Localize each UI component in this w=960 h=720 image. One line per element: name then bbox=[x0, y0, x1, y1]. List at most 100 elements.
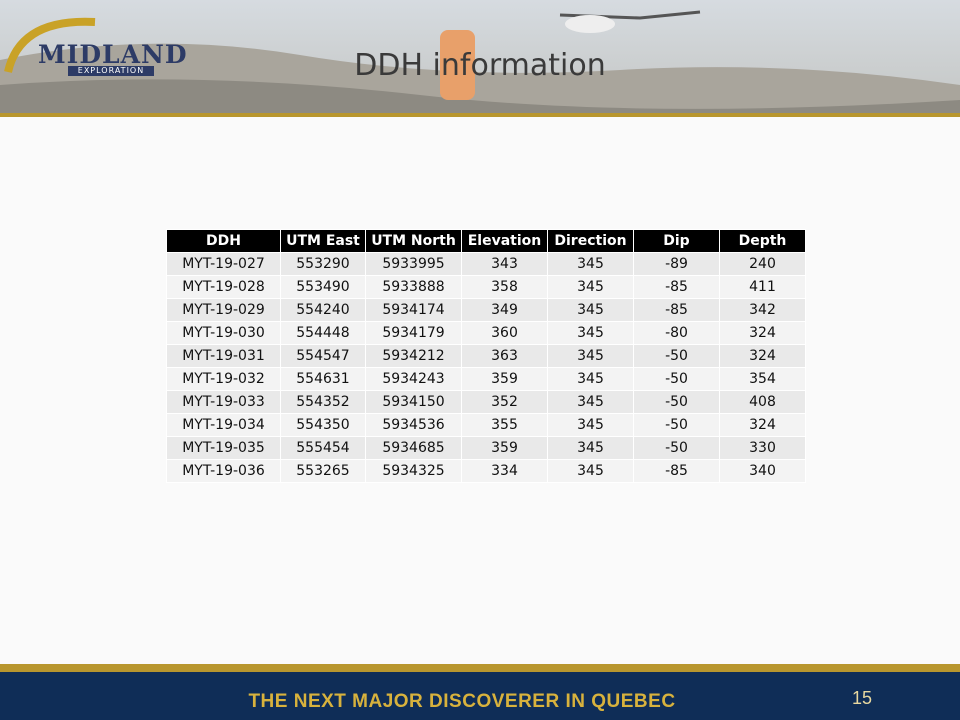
table-cell: 554352 bbox=[280, 390, 366, 414]
table-cell: 358 bbox=[461, 275, 548, 299]
table-cell: 345 bbox=[547, 367, 634, 391]
header-row: DDH UTM East UTM North Elevation Direction Di… bbox=[166, 229, 806, 253]
ddh-table: DDH UTM East UTM North Elevation Direction Di… bbox=[166, 229, 806, 483]
table-cell: 345 bbox=[547, 413, 634, 437]
table-cell: 330 bbox=[719, 436, 806, 460]
footer: THE NEXT MAJOR DISCOVERER IN QUEBEC 15 bbox=[0, 672, 960, 720]
table-row: MYT-19-033 554352 5934150 352 345 -50 408 bbox=[166, 390, 806, 414]
table-cell: 359 bbox=[461, 367, 548, 391]
table-cell: 345 bbox=[547, 321, 634, 345]
column-header: UTM East bbox=[280, 229, 366, 253]
table-row: MYT-19-031 554547 5934212 363 345 -50 324 bbox=[166, 344, 806, 368]
table-cell: 345 bbox=[547, 275, 634, 299]
table-cell: 355 bbox=[461, 413, 548, 437]
table-cell: 5933995 bbox=[365, 252, 462, 276]
table-row: MYT-19-032 554631 5934243 359 345 -50 354 bbox=[166, 367, 806, 391]
table-cell: MYT-19-033 bbox=[166, 390, 281, 414]
table-cell: 5933888 bbox=[365, 275, 462, 299]
table-cell: MYT-19-032 bbox=[166, 367, 281, 391]
table-cell: 554350 bbox=[280, 413, 366, 437]
table-cell: MYT-19-027 bbox=[166, 252, 281, 276]
table-cell: 553265 bbox=[280, 459, 366, 483]
table-cell: -85 bbox=[633, 275, 720, 299]
table-cell: MYT-19-035 bbox=[166, 436, 281, 460]
table-cell: MYT-19-034 bbox=[166, 413, 281, 437]
table-cell: 5934212 bbox=[365, 344, 462, 368]
table-cell: 349 bbox=[461, 298, 548, 322]
table-cell: 334 bbox=[461, 459, 548, 483]
table-row: MYT-19-029 554240 5934174 349 345 -85 342 bbox=[166, 298, 806, 322]
table-cell: -85 bbox=[633, 298, 720, 322]
table-cell: 5934179 bbox=[365, 321, 462, 345]
table-cell: 345 bbox=[547, 298, 634, 322]
table-cell: -85 bbox=[633, 459, 720, 483]
column-header: Depth bbox=[719, 229, 806, 253]
header-banner: MIDLAND EXPLORATION DDH information bbox=[0, 0, 960, 113]
table-cell: MYT-19-031 bbox=[166, 344, 281, 368]
table-cell: 411 bbox=[719, 275, 806, 299]
table-cell: 5934174 bbox=[365, 298, 462, 322]
table-cell: 5934325 bbox=[365, 459, 462, 483]
table-cell: -50 bbox=[633, 390, 720, 414]
column-header: UTM North bbox=[365, 229, 462, 253]
table-cell: 342 bbox=[719, 298, 806, 322]
table-row: MYT-19-035 555454 5934685 359 345 -50 330 bbox=[166, 436, 806, 460]
table-cell: 340 bbox=[719, 459, 806, 483]
table-cell: 5934150 bbox=[365, 390, 462, 414]
table-cell: MYT-19-029 bbox=[166, 298, 281, 322]
table-cell: 324 bbox=[719, 321, 806, 345]
table-cell: 554547 bbox=[280, 344, 366, 368]
column-header: Direction bbox=[547, 229, 634, 253]
table-cell: 324 bbox=[719, 413, 806, 437]
table-cell: 345 bbox=[547, 459, 634, 483]
table-cell: 240 bbox=[719, 252, 806, 276]
table-cell: 345 bbox=[547, 436, 634, 460]
table-row: MYT-19-028 553490 5933888 358 345 -85 411 bbox=[166, 275, 806, 299]
table-cell: 352 bbox=[461, 390, 548, 414]
table-cell: -80 bbox=[633, 321, 720, 345]
column-header: DDH bbox=[166, 229, 281, 253]
gold-rule bbox=[0, 664, 960, 672]
table-cell: -89 bbox=[633, 252, 720, 276]
banner-photo bbox=[0, 0, 960, 113]
table-cell: 345 bbox=[547, 252, 634, 276]
logo-name: MIDLAND bbox=[38, 40, 188, 69]
table-cell: 554631 bbox=[280, 367, 366, 391]
table-cell: 555454 bbox=[280, 436, 366, 460]
table-row: MYT-19-036 553265 5934325 334 345 -85 340 bbox=[166, 459, 806, 483]
table-cell: 5934243 bbox=[365, 367, 462, 391]
table-cell: 354 bbox=[719, 367, 806, 391]
table-cell: 360 bbox=[461, 321, 548, 345]
tagline: THE NEXT MAJOR DISCOVERER IN QUEBEC bbox=[248, 691, 676, 712]
table-cell: MYT-19-028 bbox=[166, 275, 281, 299]
table-cell: 554240 bbox=[280, 298, 366, 322]
table-cell: -50 bbox=[633, 413, 720, 437]
table-cell: 324 bbox=[719, 344, 806, 368]
column-header: Dip bbox=[633, 229, 720, 253]
table-cell: -50 bbox=[633, 344, 720, 368]
table-cell: MYT-19-030 bbox=[166, 321, 281, 345]
gold-rule bbox=[0, 113, 960, 117]
slide-title: DDH information bbox=[354, 48, 606, 83]
table-cell: 363 bbox=[461, 344, 548, 368]
logo-subtitle: EXPLORATION bbox=[68, 66, 154, 76]
table-cell: 359 bbox=[461, 436, 548, 460]
table-cell: -50 bbox=[633, 436, 720, 460]
table-cell: 5934536 bbox=[365, 413, 462, 437]
table-cell: 553290 bbox=[280, 252, 366, 276]
table-row: MYT-19-030 554448 5934179 360 345 -80 324 bbox=[166, 321, 806, 345]
column-header: Elevation bbox=[461, 229, 548, 253]
table-cell: 408 bbox=[719, 390, 806, 414]
table-cell: -50 bbox=[633, 367, 720, 391]
table-row: MYT-19-027 553290 5933995 343 345 -89 240 bbox=[166, 252, 806, 276]
table-cell: 5934685 bbox=[365, 436, 462, 460]
table-cell: 345 bbox=[547, 344, 634, 368]
table-cell: 345 bbox=[547, 390, 634, 414]
table-cell: 553490 bbox=[280, 275, 366, 299]
table-cell: 554448 bbox=[280, 321, 366, 345]
table-cell: 343 bbox=[461, 252, 548, 276]
table-row: MYT-19-034 554350 5934536 355 345 -50 324 bbox=[166, 413, 806, 437]
page-number: 15 bbox=[851, 688, 873, 708]
table-cell: MYT-19-036 bbox=[166, 459, 281, 483]
